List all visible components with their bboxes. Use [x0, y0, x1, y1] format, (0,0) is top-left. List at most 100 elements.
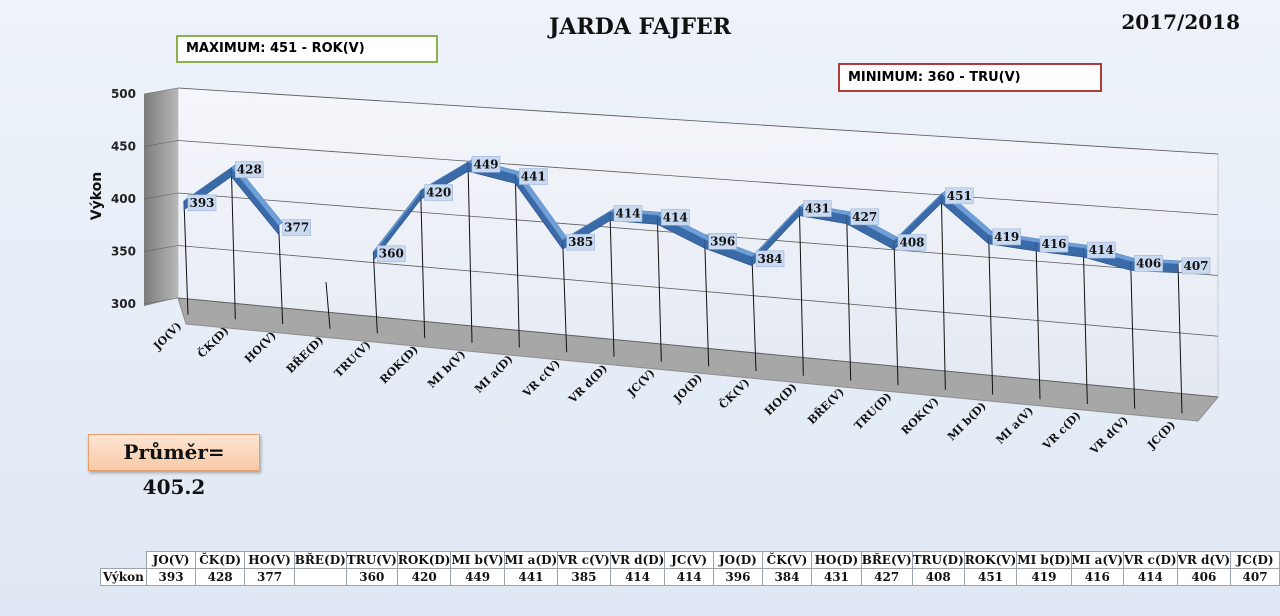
x-tick-label: JC(V)	[624, 367, 657, 400]
data-label-bg	[282, 219, 311, 236]
data-label-bg	[1039, 235, 1069, 253]
drop-line	[751, 256, 757, 372]
data-label-bg	[992, 228, 1021, 246]
data-label-bg	[850, 208, 879, 226]
data-label-bg	[613, 205, 643, 222]
data-label-text: 428	[237, 163, 262, 177]
table-header-cell: BŘE(D)	[293, 551, 347, 569]
x-tick-label: BŘE(V)	[805, 385, 847, 427]
table-header-cell: ČK(V)	[761, 551, 813, 569]
drop-line	[846, 214, 852, 381]
gridline-side-300	[143, 297, 179, 305]
x-tick-label: MI b(D)	[945, 399, 989, 443]
season-label: 2017/2018	[1121, 10, 1240, 34]
table-value-cell: 414	[1123, 568, 1178, 586]
y-tick-label: 400	[111, 192, 136, 206]
data-label: 407	[1181, 257, 1211, 275]
data-label-bg	[755, 250, 785, 268]
gridline-350	[177, 245, 1219, 337]
table-value-cell: 396	[712, 568, 763, 586]
table-row-label: Výkon	[99, 568, 148, 586]
x-tick-label: HO(V)	[242, 329, 279, 366]
data-label-bg	[1181, 257, 1211, 275]
table-value-cell: 449	[450, 568, 505, 586]
table-header-cell: VR c(D)	[1123, 551, 1178, 569]
table-value-row: Výkon 393 428 377 360 420 449 441 385 414 414 396 3…	[99, 568, 1280, 586]
gridline-side-450	[143, 140, 179, 147]
data-label-bg	[566, 233, 595, 251]
drop-line	[1130, 261, 1136, 409]
data-label-bg	[1134, 255, 1163, 272]
drop-line	[278, 225, 284, 325]
table-header-cell: BŘE(V)	[860, 551, 913, 569]
x-tick-label: TRU(D)	[852, 390, 894, 432]
data-label-bg	[471, 156, 501, 173]
drop-line	[1035, 242, 1041, 400]
table-value-cell: 408	[911, 568, 965, 586]
chart-title: JARDA FAJFER	[548, 14, 732, 40]
table-header-cell: JC(D)	[1230, 551, 1280, 569]
table-value-cell: 416	[1070, 568, 1125, 586]
gridline-side-500	[143, 87, 179, 95]
data-label: 449	[471, 156, 501, 173]
data-label: 406	[1134, 255, 1163, 272]
drop-line	[1082, 248, 1088, 404]
data-label: 377	[282, 219, 311, 236]
table-value-cell: 384	[761, 568, 813, 586]
drop-line	[183, 200, 189, 315]
table-value-cell: 419	[1016, 568, 1072, 586]
table-header-row: JO(V) ČK(D) HO(V) BŘE(D) TRU(V) ROK(D) MI b(V)…	[101, 551, 1280, 569]
data-label-text: 414	[615, 207, 640, 221]
x-tick-label: MI a(V)	[994, 404, 1037, 447]
drop-line	[372, 251, 378, 334]
drop-line	[514, 174, 520, 348]
maximum-box: MAXIMUM: 451 - ROK(V)	[176, 35, 438, 63]
drop-line	[798, 206, 804, 376]
data-label: 414	[1087, 241, 1116, 259]
table-header-cell: VR d(D)	[609, 551, 666, 569]
x-tick-label: VR c(V)	[520, 357, 563, 400]
data-label: 420	[424, 184, 453, 201]
data-label-text: 385	[568, 235, 593, 249]
drop-line	[467, 162, 473, 343]
table-header-cell: ROK(V)	[963, 551, 1018, 569]
data-label-text: 377	[284, 221, 309, 235]
table-value-cell: 451	[963, 568, 1018, 586]
data-label-text: 419	[994, 230, 1019, 244]
table-value-cell: 377	[244, 568, 295, 586]
drop-line	[1177, 263, 1183, 414]
data-label: 416	[1039, 235, 1069, 253]
drop-line	[325, 282, 331, 329]
table-header-cell: ČK(D)	[194, 551, 246, 569]
data-label-text: 414	[663, 210, 688, 224]
data-label: 431	[803, 200, 832, 217]
data-label: 441	[519, 168, 548, 185]
data-label: 414	[661, 208, 690, 226]
table-value-cell: 414	[609, 568, 666, 586]
data-label-text: 420	[426, 185, 451, 199]
y-axis-title: Výkon	[89, 172, 105, 220]
data-table: JO(V) ČK(D) HO(V) BŘE(D) TRU(V) ROK(D) MI b(V)…	[99, 551, 1280, 586]
table-header-cell: ROK(D)	[396, 551, 452, 569]
table-value-cell: 414	[664, 568, 714, 586]
data-label-text: 441	[521, 170, 546, 184]
minimum-box: MINIMUM: 360 - TRU(V)	[838, 63, 1102, 92]
data-label-text: 396	[710, 234, 735, 248]
data-label: 393	[187, 194, 217, 212]
drop-line	[562, 240, 568, 353]
x-tick-label: JO(D)	[670, 371, 704, 405]
data-label-text: 414	[1089, 243, 1114, 257]
table-value-cell: 407	[1230, 568, 1280, 586]
y-tick-label: 300	[111, 297, 136, 311]
x-tick-label: VR d(D)	[565, 362, 610, 407]
data-label-text: 427	[852, 210, 877, 224]
gridline-side-350	[143, 245, 179, 252]
x-tick-label: TRU(V)	[332, 338, 374, 380]
x-tick-label: ČK(V)	[716, 375, 752, 411]
data-label-bg	[235, 161, 264, 178]
table-value-cell: 385	[557, 568, 611, 586]
x-tick-label: MI a(D)	[472, 352, 515, 395]
table-value-cell: 428	[194, 568, 246, 586]
table-value-cell: 441	[503, 568, 559, 586]
data-label: 408	[897, 234, 927, 251]
